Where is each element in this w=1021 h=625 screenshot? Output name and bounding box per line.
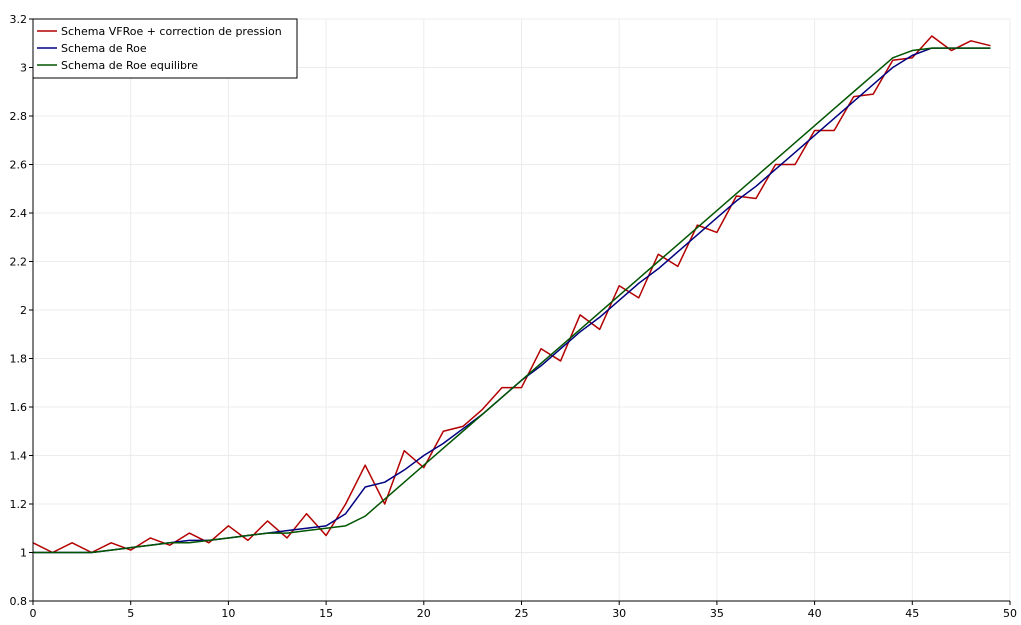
y-tick-label: 2 bbox=[20, 304, 27, 317]
y-tick-label: 0.8 bbox=[10, 595, 28, 608]
ticks: 0 5 10 15 20 25 30 35 40 45 50 0.8 1 1.2 1.4 1.6 1.8 2 2.2… bbox=[10, 13, 1018, 620]
legend-label: Schema de Roe bbox=[61, 42, 147, 55]
y-tick-label: 2.4 bbox=[10, 207, 28, 220]
x-tick-label: 45 bbox=[905, 607, 919, 620]
y-tick-label: 1.2 bbox=[10, 498, 28, 511]
y-tick-label: 1.6 bbox=[10, 401, 28, 414]
y-tick-label: 2.6 bbox=[10, 159, 28, 172]
x-tick-label: 50 bbox=[1003, 607, 1017, 620]
y-tick-label: 3 bbox=[20, 62, 27, 75]
x-tick-label: 10 bbox=[221, 607, 235, 620]
y-tick-label: 2.2 bbox=[10, 256, 28, 269]
y-tick-label: 1.8 bbox=[10, 353, 28, 366]
x-tick-label: 40 bbox=[808, 607, 822, 620]
legend-box bbox=[32, 18, 298, 79]
series-line-2 bbox=[33, 47, 991, 554]
x-tick-label: 20 bbox=[417, 607, 431, 620]
x-tick-label: 5 bbox=[127, 607, 134, 620]
legend: Schema VFRoe + correction de pression Sch… bbox=[32, 18, 298, 79]
series-line-1 bbox=[32, 35, 991, 554]
y-tick-label: 2.8 bbox=[10, 110, 28, 123]
x-tick-label: 0 bbox=[30, 607, 37, 620]
x-tick-label: 30 bbox=[612, 607, 626, 620]
legend-label: Schema VFRoe + correction de pression bbox=[61, 25, 282, 38]
x-tick-label: 15 bbox=[319, 607, 333, 620]
y-tick-label: 1.4 bbox=[10, 450, 28, 463]
series-layer bbox=[32, 35, 991, 554]
x-tick-label: 25 bbox=[515, 607, 529, 620]
y-tick-label: 1 bbox=[20, 547, 27, 560]
y-tick-label: 3.2 bbox=[10, 13, 28, 26]
grid bbox=[32, 18, 1011, 602]
x-tick-label: 35 bbox=[710, 607, 724, 620]
series-line-3 bbox=[33, 47, 991, 554]
legend-label: Schema de Roe equilibre bbox=[61, 59, 198, 72]
